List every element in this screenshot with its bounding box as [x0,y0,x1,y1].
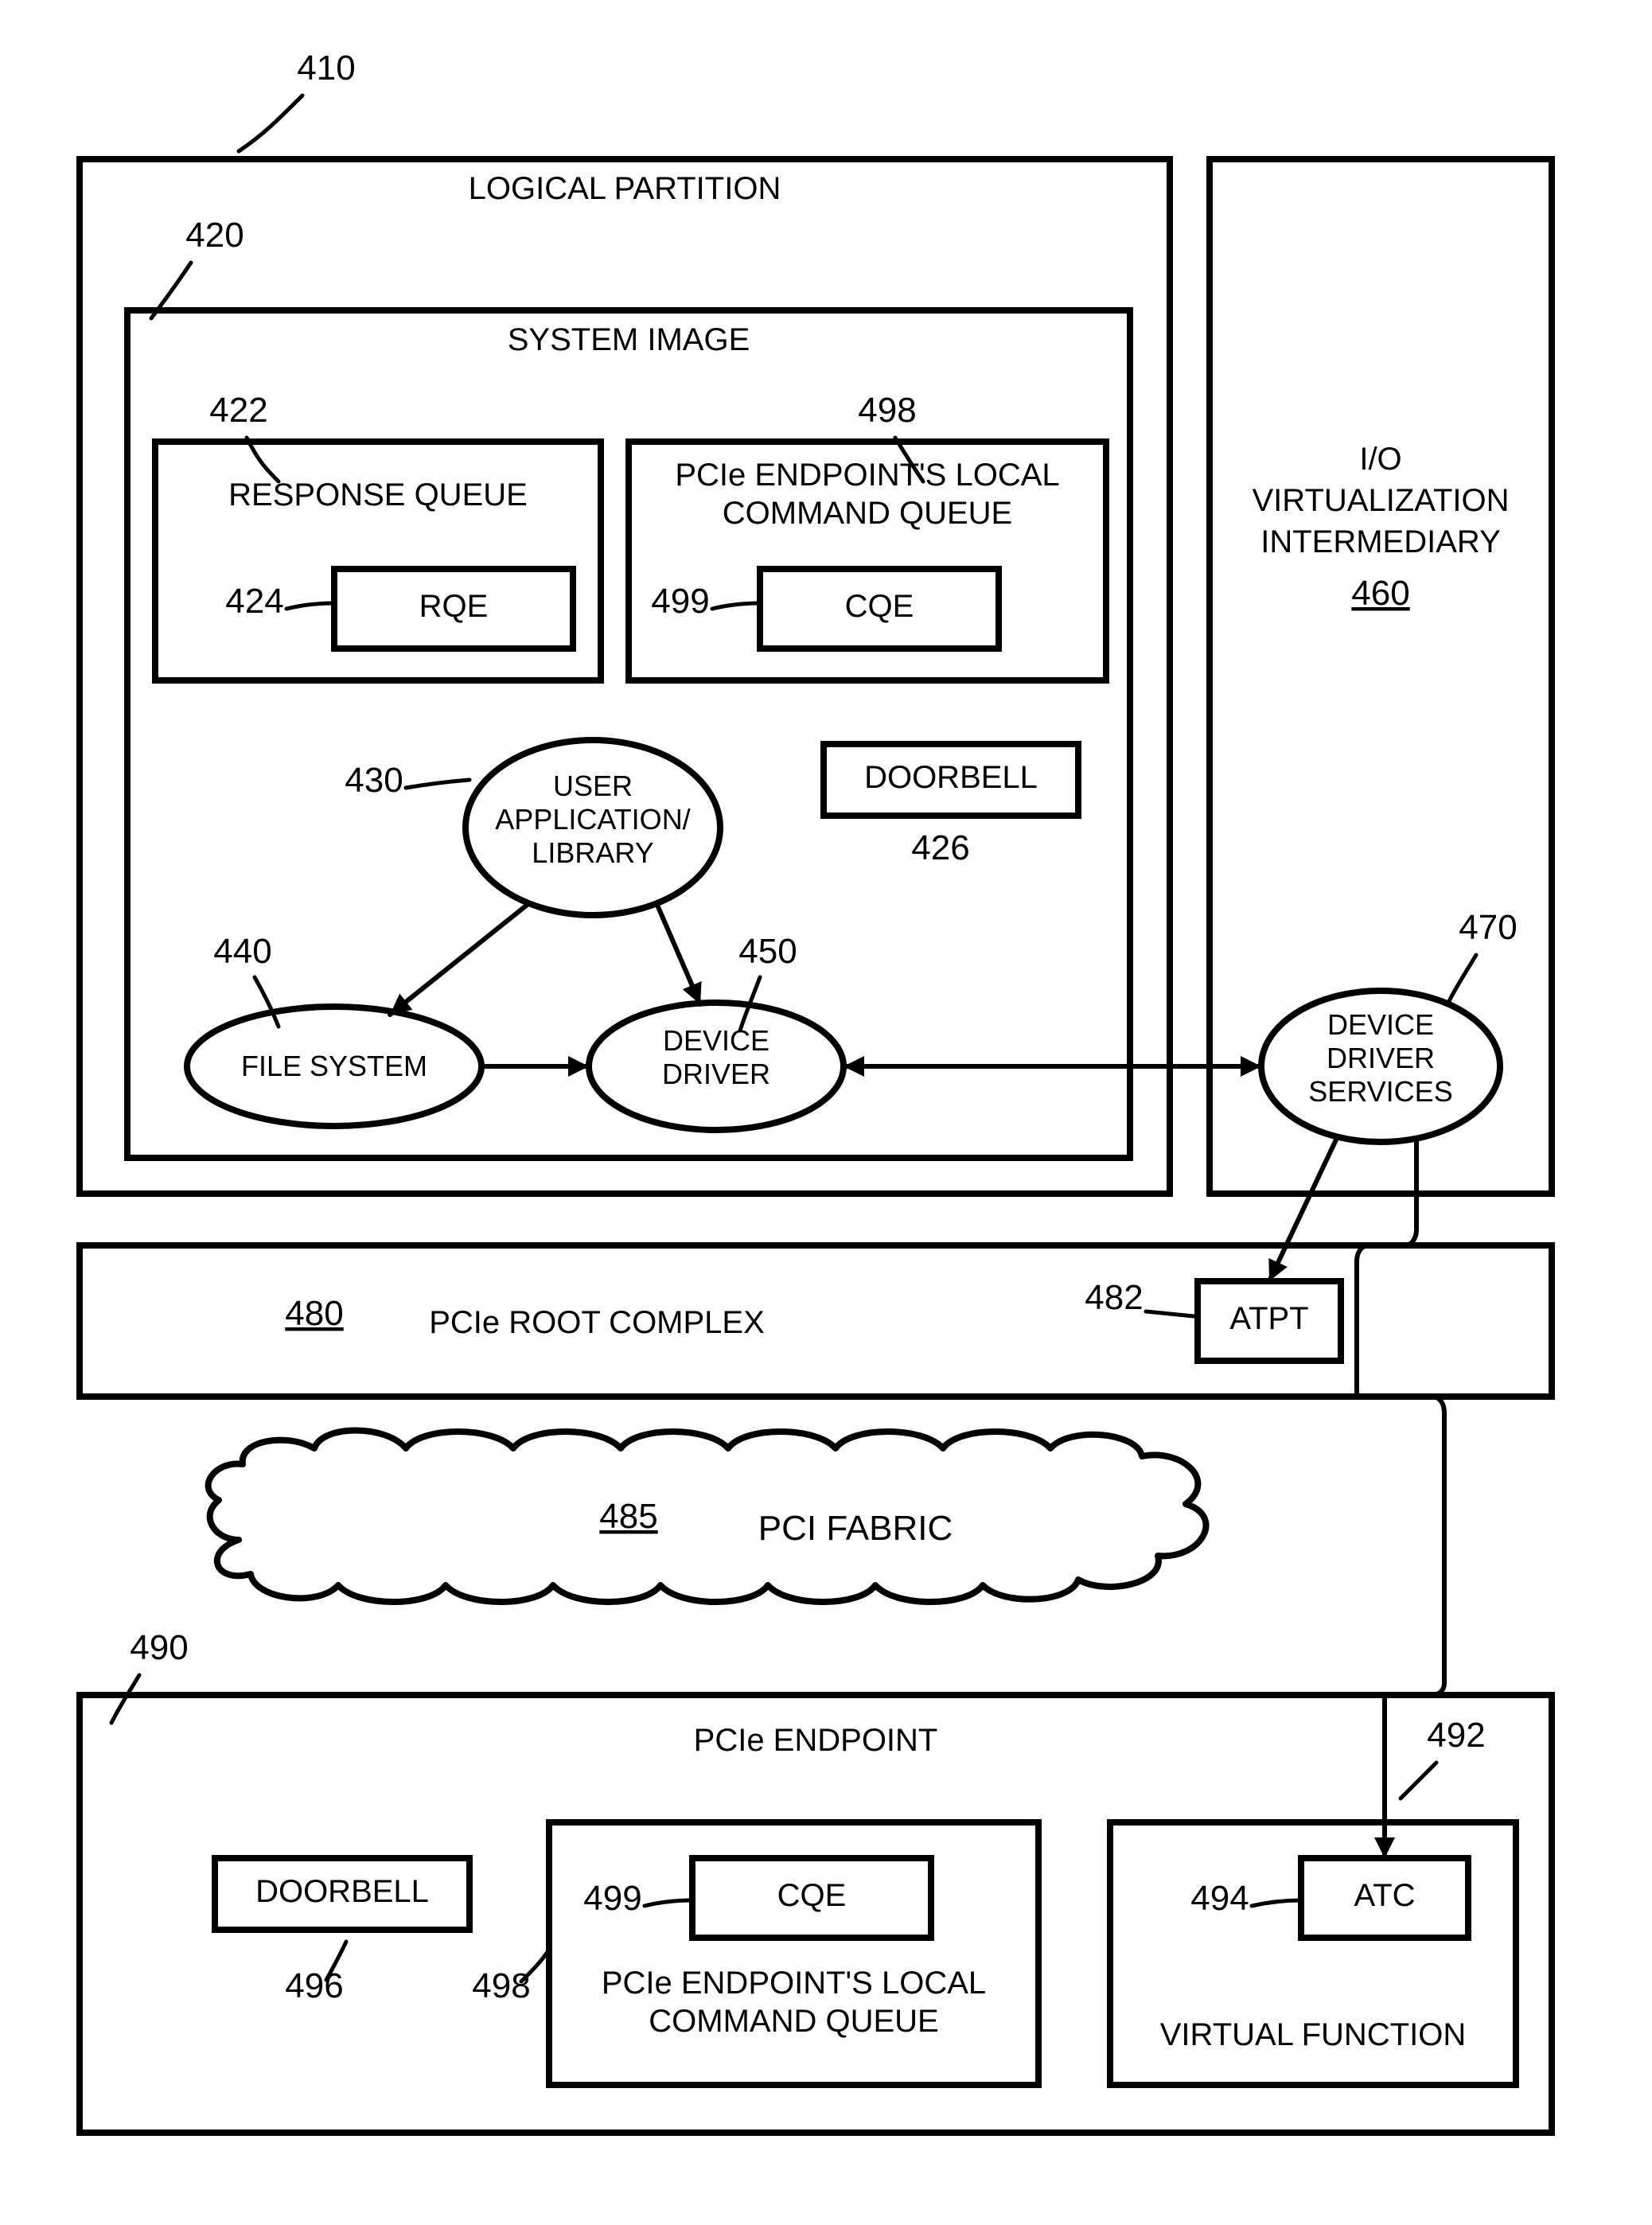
svg-text:490: 490 [130,1628,188,1667]
svg-text:PCIe ENDPOINT: PCIe ENDPOINT [694,1723,938,1758]
ellipse-file_system: FILE SYSTEM [187,1007,481,1126]
svg-text:496: 496 [285,1966,343,2005]
svg-text:492: 492 [1427,1716,1485,1755]
ref-480: 480 [285,1294,343,1333]
svg-text:VIRTUALIZATION: VIRTUALIZATION [1252,483,1509,518]
svg-text:VIRTUAL FUNCTION: VIRTUAL FUNCTION [1160,2017,1466,2052]
svg-text:ATPT: ATPT [1229,1301,1308,1336]
cloud-pci-fabric: PCI FABRIC [208,1431,1206,1603]
svg-text:I/O: I/O [1359,442,1401,477]
svg-text:422: 422 [209,391,267,430]
svg-text:USER: USER [553,770,633,802]
svg-text:420: 420 [185,216,244,255]
svg-text:480: 480 [285,1294,343,1333]
svg-text:426: 426 [911,828,969,867]
ellipse-user_app: USERAPPLICATION/LIBRARY [466,740,720,915]
ellipse-device_driver: DEVICEDRIVER [589,1003,844,1130]
svg-text:424: 424 [225,582,283,621]
ref-485: 485 [599,1497,657,1536]
svg-text:498: 498 [858,391,916,430]
svg-text:482: 482 [1085,1278,1143,1317]
svg-text:INTERMEDIARY: INTERMEDIARY [1260,524,1501,559]
svg-text:RESPONSE QUEUE: RESPONSE QUEUE [228,477,528,512]
svg-text:CQE: CQE [777,1878,847,1913]
svg-text:460: 460 [1351,574,1409,613]
svg-text:APPLICATION/: APPLICATION/ [495,803,690,836]
svg-text:CQE: CQE [845,589,914,624]
svg-text:COMMAND QUEUE: COMMAND QUEUE [723,496,1012,531]
svg-text:DRIVER: DRIVER [1327,1042,1435,1074]
svg-text:494: 494 [1190,1879,1249,1918]
svg-text:470: 470 [1459,908,1517,947]
svg-text:COMMAND QUEUE: COMMAND QUEUE [649,2004,938,2039]
svg-text:DOORBELL: DOORBELL [864,760,1038,795]
svg-text:450: 450 [738,932,797,971]
svg-text:LIBRARY: LIBRARY [532,836,653,869]
svg-text:FILE SYSTEM: FILE SYSTEM [241,1050,427,1082]
svg-text:440: 440 [213,932,271,971]
svg-text:485: 485 [599,1497,657,1536]
svg-text:ATC: ATC [1354,1878,1415,1913]
svg-text:RQE: RQE [419,589,489,624]
svg-text:DOORBELL: DOORBELL [255,1874,429,1909]
svg-text:SYSTEM IMAGE: SYSTEM IMAGE [508,322,750,357]
ref-426: 426 [911,828,969,867]
svg-text:498: 498 [472,1966,530,2005]
svg-text:LOGICAL PARTITION: LOGICAL PARTITION [469,171,781,206]
svg-text:PCIe ENDPOINT'S LOCAL: PCIe ENDPOINT'S LOCAL [602,1966,986,2001]
ref-460: 460 [1351,574,1409,613]
svg-text:DEVICE: DEVICE [663,1024,770,1057]
ellipse-dd_services: DEVICEDRIVERSERVICES [1261,991,1500,1142]
svg-text:499: 499 [651,582,709,621]
svg-text:410: 410 [297,49,355,88]
svg-text:DRIVER: DRIVER [662,1058,770,1090]
svg-text:PCIe ROOT COMPLEX: PCIe ROOT COMPLEX [429,1305,765,1340]
svg-text:499: 499 [583,1879,641,1918]
svg-text:SERVICES: SERVICES [1308,1075,1452,1108]
svg-text:PCIe ENDPOINT'S LOCAL: PCIe ENDPOINT'S LOCAL [675,458,1059,493]
svg-text:430: 430 [345,761,403,800]
svg-text:DEVICE: DEVICE [1327,1008,1434,1041]
svg-text:PCI FABRIC: PCI FABRIC [758,1509,953,1548]
